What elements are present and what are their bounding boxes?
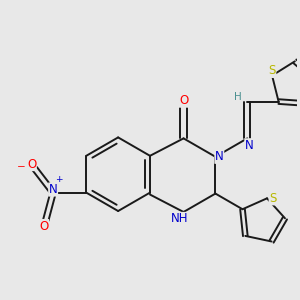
Text: +: + — [55, 175, 63, 184]
Text: S: S — [269, 192, 277, 205]
Text: −: − — [17, 162, 26, 172]
Text: O: O — [179, 94, 188, 107]
Text: N: N — [49, 183, 58, 196]
Text: H: H — [234, 92, 242, 102]
Text: O: O — [27, 158, 36, 170]
Text: N: N — [245, 139, 254, 152]
Text: O: O — [39, 220, 49, 232]
Text: NH: NH — [171, 212, 188, 226]
Text: N: N — [215, 150, 224, 163]
Text: S: S — [268, 64, 276, 77]
